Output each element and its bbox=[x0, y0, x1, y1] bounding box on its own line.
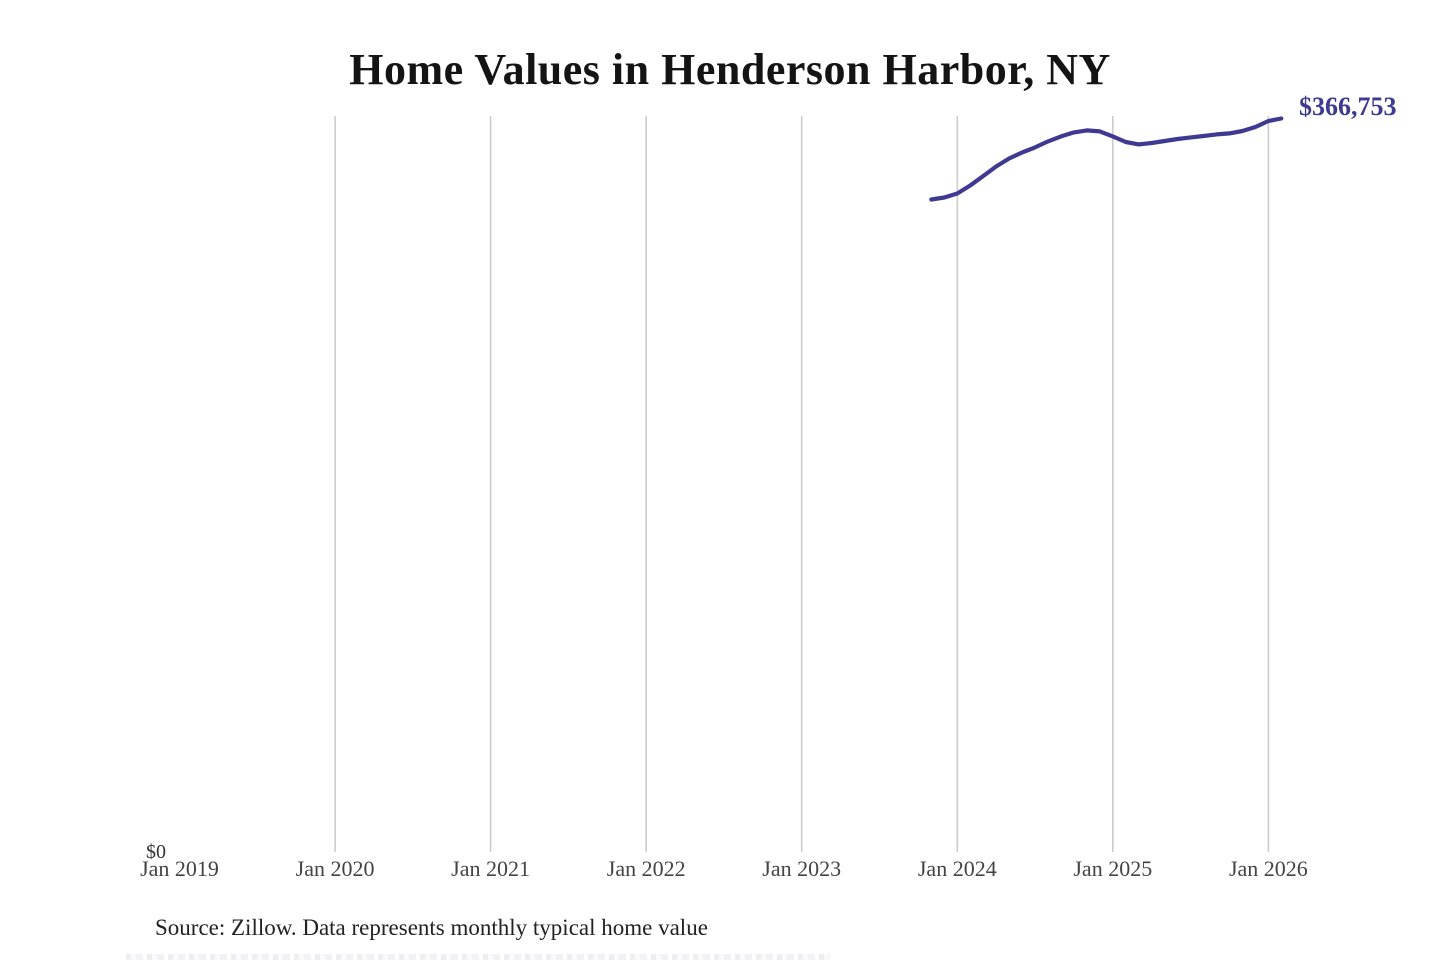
x-axis-label: Jan 2022 bbox=[606, 856, 686, 881]
x-axis-label: Jan 2026 bbox=[1228, 856, 1308, 881]
x-axis-label: Jan 2021 bbox=[451, 856, 530, 881]
x-axis-label: Jan 2023 bbox=[762, 856, 842, 881]
latest-value-label: $366,753 bbox=[1299, 92, 1397, 121]
clipped-text-artifact bbox=[126, 954, 830, 960]
x-axis-label: Jan 2019 bbox=[140, 856, 219, 881]
x-axis: Jan 2019 Jan 2020 Jan 2021 Jan 2022 Jan 2023… bbox=[0, 856, 1440, 886]
source-attribution: Source: Zillow. Data represents monthly … bbox=[155, 915, 708, 940]
x-axis-label: Jan 2024 bbox=[917, 856, 997, 881]
y-axis-zero-label: $0 bbox=[146, 841, 166, 863]
x-axis-label: Jan 2025 bbox=[1073, 856, 1153, 881]
chart-title: Home Values in Henderson Harbor, NY bbox=[349, 45, 1111, 94]
x-axis-label: Jan 2020 bbox=[295, 856, 375, 881]
home-value-line bbox=[929, 116, 1284, 202]
